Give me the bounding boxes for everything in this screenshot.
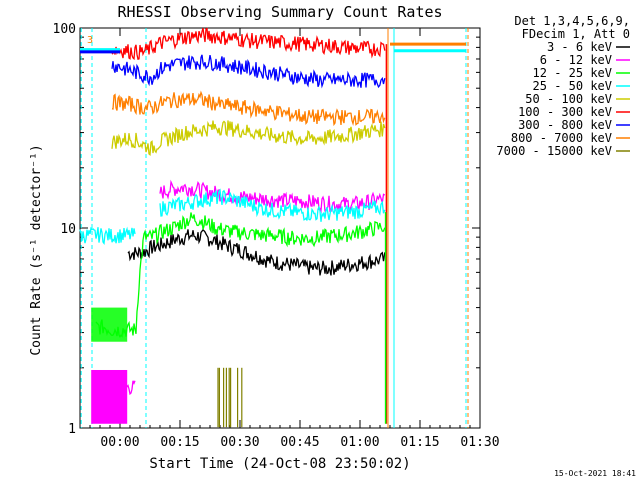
x-tick-label: 01:30 bbox=[460, 435, 499, 450]
legend-header-line-1: Det 1,3,4,5,6,9, bbox=[514, 14, 630, 28]
x-axis-label: Start Time (24-Oct-08 23:50:02) bbox=[149, 456, 410, 472]
series-line-25-50keV bbox=[79, 188, 386, 245]
series-line-800-7000keV bbox=[111, 90, 386, 127]
generation-timestamp: 15-Oct-2021 18:41 bbox=[554, 469, 636, 478]
legend-entry-label: 800 - 7000 keV bbox=[511, 131, 612, 145]
series-line-300-800keV bbox=[111, 54, 386, 89]
flag-marker: 3 bbox=[87, 35, 93, 46]
series-line-50-100keV bbox=[111, 120, 386, 156]
x-tick-label: 00:45 bbox=[280, 435, 319, 450]
y-tick-label: 10 bbox=[60, 222, 76, 237]
legend-entry-label: 6 - 12 keV bbox=[540, 53, 612, 67]
x-tick-label: 00:30 bbox=[220, 435, 259, 450]
plot-area: 1 10 100 00:00 00:15 00:30 00:45 01:00 01:15 01:3… bbox=[53, 22, 500, 450]
y-tick-label: 100 bbox=[53, 22, 76, 37]
plot-frame bbox=[79, 27, 481, 429]
legend-entry-label: 7000 - 15000 keV bbox=[496, 144, 612, 158]
series-line-3-6keV bbox=[127, 228, 386, 276]
x-tick-label: 01:15 bbox=[400, 435, 439, 450]
y-axis-label: Count Rate (s⁻¹ detector⁻¹) bbox=[29, 144, 44, 355]
legend-entry-label: 100 - 300 keV bbox=[518, 105, 612, 119]
legend: Det 1,3,4,5,6,9, FDecim 1, Att 0 3 - 6 k… bbox=[496, 14, 630, 158]
series-line-12-25keV bbox=[95, 212, 386, 338]
y-tick-label: 1 bbox=[68, 422, 76, 437]
x-tick-label: 01:00 bbox=[340, 435, 379, 450]
magenta-block bbox=[91, 369, 128, 424]
legend-entry-label: 12 - 25 keV bbox=[533, 66, 612, 80]
x-tick-label: 00:15 bbox=[160, 435, 199, 450]
legend-entry-label: 25 - 50 keV bbox=[533, 79, 612, 93]
x-tick-label: 00:00 bbox=[100, 435, 139, 450]
legend-entry-label: 3 - 6 keV bbox=[547, 40, 612, 54]
legend-entry-label: 300 - 800 keV bbox=[518, 118, 612, 132]
legend-entry-label: 50 - 100 keV bbox=[525, 92, 612, 106]
legend-header-line-2: FDecim 1, Att 0 bbox=[522, 27, 630, 41]
green-block bbox=[91, 307, 128, 342]
chart-title: RHESSI Observing Summary Count Rates bbox=[117, 3, 442, 21]
series-line-100-300keV bbox=[111, 27, 386, 61]
